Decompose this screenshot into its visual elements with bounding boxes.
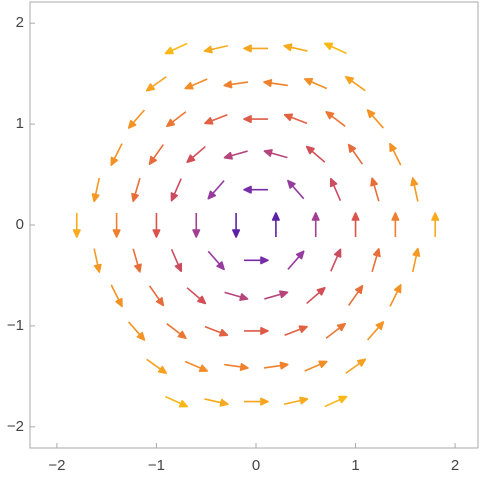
arrow (329, 177, 342, 201)
arrow (203, 44, 229, 54)
arrow (223, 80, 249, 89)
arrow (287, 250, 305, 270)
arrow (207, 180, 225, 200)
arrow (243, 256, 269, 265)
arrow (344, 75, 366, 92)
arrow (366, 321, 385, 341)
arrow (127, 109, 146, 129)
x-tick-label: 0 (252, 457, 260, 474)
arrow (366, 109, 384, 129)
arrow (148, 285, 165, 307)
arrow (263, 361, 289, 370)
arrow (330, 248, 342, 272)
x-tick-label: −1 (148, 457, 165, 474)
y-tick-label: −2 (7, 418, 24, 435)
arrow (304, 360, 328, 372)
arrow (186, 287, 207, 305)
arrow (311, 212, 320, 237)
arrow (263, 149, 288, 159)
arrow (110, 284, 123, 308)
arrow (324, 395, 348, 408)
arrow (284, 325, 308, 336)
arrow (165, 395, 189, 408)
arrow (323, 42, 347, 55)
arrow (232, 213, 241, 238)
arrow (283, 396, 309, 406)
arrow (128, 321, 146, 341)
arrow (132, 248, 142, 273)
arrow (184, 78, 208, 90)
arrow (325, 322, 346, 339)
arrow (431, 212, 440, 237)
arrow (91, 177, 101, 203)
arrow (263, 79, 288, 87)
x-tick-label: 1 (351, 457, 359, 474)
arrow (207, 250, 225, 271)
arrow (371, 247, 381, 273)
arrow (224, 291, 249, 301)
arrow (391, 212, 400, 237)
arrow (411, 247, 421, 273)
arrow (166, 323, 187, 340)
arrow (164, 42, 188, 55)
arrow (204, 398, 229, 407)
x-tick-label: −2 (48, 457, 65, 474)
arrow (306, 287, 326, 305)
arrow (264, 290, 289, 300)
arrow (192, 213, 201, 238)
arrow (184, 360, 209, 372)
arrow (271, 212, 280, 237)
arrow (72, 213, 81, 238)
arrow (389, 284, 402, 307)
arrow (110, 143, 123, 166)
arrow (283, 113, 308, 125)
arrow (148, 144, 164, 165)
arrow (303, 78, 328, 90)
arrow (166, 111, 187, 128)
arrow (112, 213, 121, 238)
frame (29, 1, 479, 449)
arrow (389, 142, 402, 166)
arrow (287, 179, 305, 200)
y-tick-label: 1 (16, 115, 24, 132)
arrow (283, 43, 308, 52)
arrow (243, 397, 269, 406)
arrow (410, 177, 419, 202)
arrow (243, 115, 268, 124)
arrow (243, 185, 268, 194)
arrow (345, 358, 367, 374)
x-tick-label: 2 (451, 457, 459, 474)
arrow (170, 249, 183, 273)
arrow (305, 145, 326, 163)
arrow (152, 213, 161, 238)
arrow (131, 177, 141, 203)
arrow (351, 212, 360, 237)
arrow (243, 44, 268, 53)
arrow (145, 76, 167, 92)
arrow (170, 178, 182, 202)
arrow (93, 248, 102, 273)
arrow (146, 358, 167, 375)
y-tick-label: −1 (7, 317, 24, 334)
arrow (325, 110, 346, 127)
arrow (224, 363, 249, 371)
arrow (370, 177, 380, 202)
arrow (186, 145, 206, 163)
arrow (204, 114, 228, 125)
arrow (347, 143, 364, 165)
y-tick-label: 0 (16, 216, 24, 233)
y-tick-label: 2 (16, 14, 24, 31)
arrow (204, 325, 229, 337)
arrow (348, 285, 364, 306)
arrow (243, 326, 269, 335)
arrow (223, 150, 248, 160)
